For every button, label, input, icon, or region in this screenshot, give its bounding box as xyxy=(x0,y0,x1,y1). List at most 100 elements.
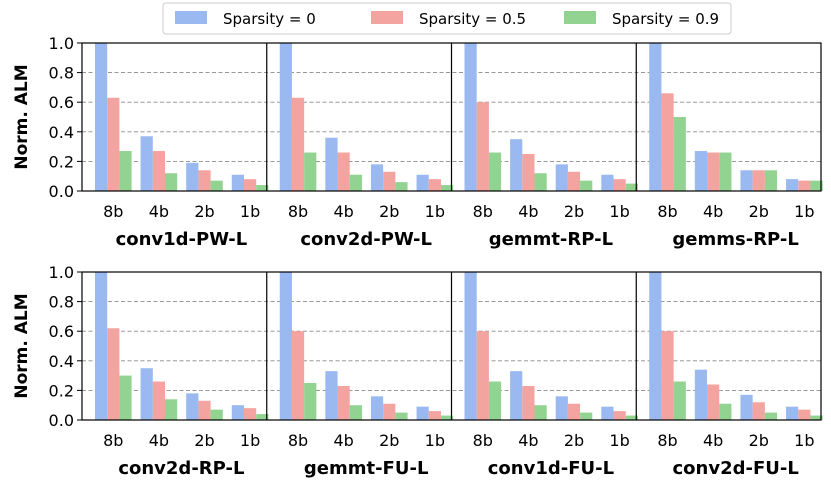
x-tick-label: 4b xyxy=(518,431,538,450)
bar-conv2d-RP-L-4b-s0 xyxy=(140,368,153,420)
bar-gemmt-FU-L-8b-s0 xyxy=(279,272,292,420)
bar-conv2d-FU-L-8b-s2 xyxy=(673,381,686,420)
bar-gemmt-FU-L-8b-s2 xyxy=(304,383,317,420)
x-tick-label: 8b xyxy=(288,202,308,221)
x-tick-label: 2b xyxy=(194,202,214,221)
bar-gemmt-RP-L-2b-s0 xyxy=(555,164,568,191)
panel-title: gemmt-FU-L xyxy=(304,458,429,479)
bar-gemmt-RP-L-4b-s0 xyxy=(510,139,523,191)
bar-gemmt-FU-L-2b-s1 xyxy=(383,403,396,420)
x-tick-label: 1b xyxy=(425,431,445,450)
y-tick-label: 0.6 xyxy=(49,322,74,341)
bar-gemmt-FU-L-1b-s1 xyxy=(428,411,441,420)
panel-conv2d-RP-L: 8b 4b 2b 1b conv2d-RP-L xyxy=(95,272,269,479)
legend-label: Sparsity = 0 xyxy=(223,10,316,28)
bar-conv2d-FU-L-1b-s2 xyxy=(810,415,823,420)
x-tick-label: 2b xyxy=(194,431,214,450)
legend-label: Sparsity = 0.5 xyxy=(419,10,526,28)
bar-gemmt-RP-L-1b-s1 xyxy=(613,179,626,191)
bar-gemmt-FU-L-4b-s0 xyxy=(325,371,338,420)
bar-gemmt-RP-L-8b-s2 xyxy=(488,152,502,191)
bar-gemmt-FU-L-8b-s1 xyxy=(291,331,305,420)
bar-conv2d-FU-L-1b-s1 xyxy=(798,409,811,420)
legend: Sparsity = 0 Sparsity = 0.5 Sparsity = 0.9 xyxy=(162,2,732,35)
x-tick-label: 1b xyxy=(609,202,629,221)
bar-conv2d-PW-L-1b-s1 xyxy=(428,179,441,191)
x-tick-label: 2b xyxy=(564,202,584,221)
bar-conv1d-PW-L-8b-s1 xyxy=(107,97,120,191)
bar-conv1d-PW-L-2b-s1 xyxy=(198,170,211,191)
axes-frame xyxy=(81,42,822,192)
bar-conv1d-PW-L-1b-s1 xyxy=(244,179,257,191)
panel-title: conv1d-FU-L xyxy=(488,458,614,479)
x-tick-label: 2b xyxy=(749,202,769,221)
x-tick-label: 2b xyxy=(749,431,769,450)
panel-title: conv2d-PW-L xyxy=(300,229,432,250)
panel-title: conv2d-FU-L xyxy=(672,458,798,479)
panel-title: gemmt-RP-L xyxy=(489,229,613,250)
x-tick-label: 4b xyxy=(333,202,353,221)
legend-box xyxy=(162,2,732,35)
x-tick-label: 8b xyxy=(103,202,123,221)
bar-conv2d-RP-L-1b-s0 xyxy=(231,405,244,420)
bar-gemmt-FU-L-2b-s0 xyxy=(370,396,384,420)
bar-gemms-RP-L-4b-s1 xyxy=(707,152,720,191)
x-tick-label: 8b xyxy=(657,431,677,450)
y-tick-label: 0.4 xyxy=(49,123,74,142)
bar-conv2d-PW-L-2b-s1 xyxy=(383,171,396,191)
y-tick-label: 0.4 xyxy=(49,352,74,371)
x-tick-label: 8b xyxy=(473,202,493,221)
y-tick-label: 0.6 xyxy=(49,93,74,112)
bar-conv1d-PW-L-8b-s2 xyxy=(119,151,132,191)
legend-swatch xyxy=(371,11,403,24)
chart-rows: 0.0 0.2 0.4 0.6 0.8 1.0 Norm. ALM 8b 4b 2b 1b conv1… xyxy=(12,34,823,479)
bar-gemms-RP-L-1b-s0 xyxy=(786,179,799,191)
bar-conv1d-FU-L-1b-s0 xyxy=(601,406,614,420)
x-tick-label: 1b xyxy=(425,202,445,221)
bar-conv2d-RP-L-8b-s1 xyxy=(107,328,120,420)
bar-conv2d-FU-L-2b-s1 xyxy=(752,402,765,420)
bar-conv1d-FU-L-4b-s0 xyxy=(510,371,523,420)
bar-gemmt-RP-L-1b-s0 xyxy=(601,174,614,191)
x-tick-label: 1b xyxy=(240,202,260,221)
chart-row-1: 0.0 0.2 0.4 0.6 0.8 1.0 Norm. ALM 8b 4b 2b 1b conv1… xyxy=(12,34,823,250)
bar-conv2d-FU-L-2b-s0 xyxy=(740,394,753,420)
bar-conv1d-FU-L-4b-s1 xyxy=(522,385,535,420)
bar-conv2d-PW-L-4b-s0 xyxy=(325,137,338,191)
bar-gemmt-FU-L-1b-s2 xyxy=(440,415,454,420)
bar-conv1d-FU-L-2b-s2 xyxy=(580,412,593,420)
panel-gemmt-FU-L: 8b 4b 2b 1b gemmt-FU-L xyxy=(279,272,454,479)
legend-label: Sparsity = 0.9 xyxy=(612,10,719,28)
bar-gemmt-FU-L-4b-s1 xyxy=(337,385,350,420)
bar-conv2d-PW-L-2b-s2 xyxy=(395,182,408,191)
bar-conv2d-FU-L-2b-s2 xyxy=(764,412,778,420)
bar-conv1d-PW-L-4b-s0 xyxy=(140,136,153,191)
panel-conv2d-FU-L: 8b 4b 2b 1b conv2d-FU-L xyxy=(649,272,823,479)
bar-conv1d-FU-L-8b-s2 xyxy=(488,381,502,420)
bar-conv1d-FU-L-4b-s2 xyxy=(534,405,547,420)
bar-conv2d-RP-L-8b-s0 xyxy=(95,272,108,420)
bar-gemms-RP-L-4b-s0 xyxy=(694,151,708,191)
y-tick-label: 0.2 xyxy=(49,381,74,400)
panel-conv2d-PW-L: 8b 4b 2b 1b conv2d-PW-L xyxy=(279,43,454,250)
legend-item: Sparsity = 0 xyxy=(175,10,316,28)
bar-gemms-RP-L-2b-s1 xyxy=(752,170,765,191)
bar-conv2d-PW-L-4b-s1 xyxy=(337,152,350,191)
y-tick-label: 0.8 xyxy=(49,293,74,312)
panel-conv1d-FU-L: 8b 4b 2b 1b conv1d-FU-L xyxy=(464,272,638,479)
bar-conv2d-PW-L-1b-s0 xyxy=(416,174,429,191)
y-tick-label: 0.0 xyxy=(49,411,74,430)
bar-conv2d-PW-L-4b-s2 xyxy=(349,174,362,191)
legend-swatch xyxy=(175,11,207,24)
bar-gemms-RP-L-2b-s2 xyxy=(764,170,778,191)
y-tick-label: 1.0 xyxy=(49,263,74,282)
x-tick-label: 1b xyxy=(609,431,629,450)
bar-conv1d-PW-L-1b-s0 xyxy=(231,174,244,191)
bar-conv2d-FU-L-4b-s1 xyxy=(707,384,720,420)
x-tick-label: 1b xyxy=(240,431,260,450)
bar-gemms-RP-L-2b-s0 xyxy=(740,170,753,191)
bar-gemmt-RP-L-8b-s0 xyxy=(464,43,477,191)
bar-conv2d-RP-L-4b-s2 xyxy=(165,399,178,420)
bar-conv2d-PW-L-1b-s2 xyxy=(440,185,454,191)
x-tick-label: 4b xyxy=(149,202,169,221)
